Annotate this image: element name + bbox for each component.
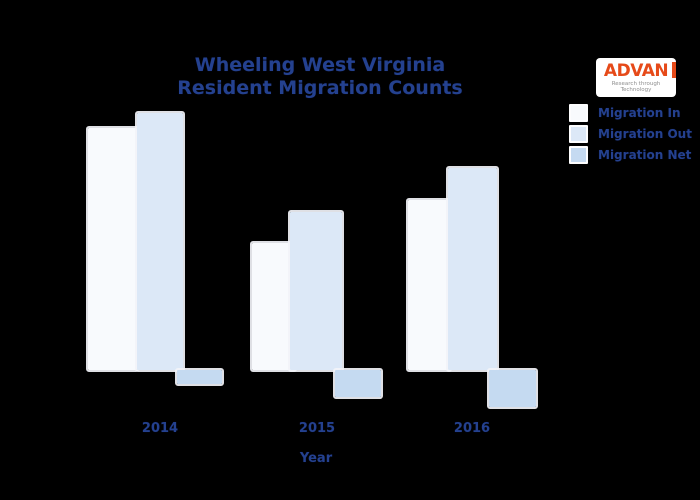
chart-title-line2: Resident Migration Counts bbox=[177, 77, 463, 99]
advan-brand-text: ADVAN bbox=[603, 61, 669, 81]
x-tick-label-2014: 2014 bbox=[141, 421, 179, 436]
chart-title-line1: Wheeling West Virginia bbox=[194, 54, 446, 76]
legend-swatch-migration-net bbox=[569, 145, 588, 164]
advan-logo: ADVAN Research through Technology bbox=[596, 58, 676, 97]
x-tick-label-2015: 2015 bbox=[298, 421, 336, 436]
legend-item-migration-in: Migration In bbox=[569, 102, 692, 123]
bar-migration-net-2014 bbox=[175, 368, 224, 386]
bar-migration-out-2016 bbox=[446, 166, 499, 372]
x-tick-label-2016: 2016 bbox=[453, 421, 491, 436]
legend-item-migration-net: Migration Net bbox=[569, 144, 692, 165]
bar-migration-net-2016 bbox=[487, 368, 538, 409]
legend-swatch-migration-out bbox=[569, 124, 588, 143]
legend-label: Migration In bbox=[598, 105, 681, 120]
legend-swatch-migration-in bbox=[569, 103, 588, 122]
advan-tagline: Research through Technology bbox=[611, 81, 661, 93]
logo-accent-mark bbox=[672, 62, 676, 78]
bar-migration-in-2014 bbox=[86, 126, 139, 372]
bar-migration-net-2015 bbox=[333, 368, 383, 399]
bar-migration-in-2015 bbox=[250, 241, 297, 372]
chart-title: Wheeling West Virginia Resident Migratio… bbox=[120, 54, 520, 100]
legend-item-migration-out: Migration Out bbox=[569, 123, 692, 144]
legend-label: Migration Net bbox=[598, 147, 692, 162]
bar-migration-in-2016 bbox=[406, 198, 452, 372]
bar-migration-out-2015 bbox=[288, 210, 344, 372]
legend-label: Migration Out bbox=[598, 126, 692, 141]
legend: Migration In Migration Out Migration Net bbox=[569, 102, 692, 165]
x-axis-label: Year bbox=[299, 451, 333, 466]
bar-migration-out-2014 bbox=[135, 111, 185, 372]
